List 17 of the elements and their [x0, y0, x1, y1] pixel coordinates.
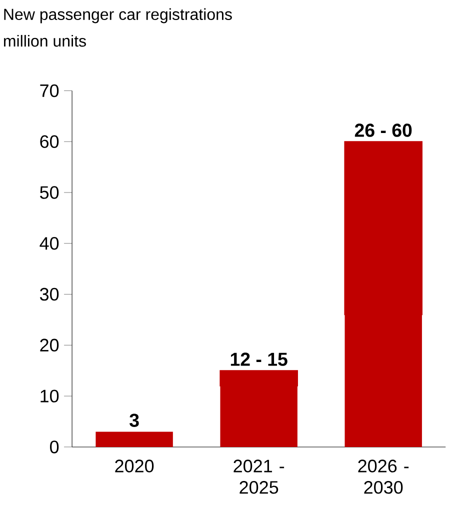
- y-tick-label: 10: [40, 390, 58, 402]
- bar: [96, 432, 173, 447]
- y-tick-label: 40: [40, 237, 58, 250]
- y-tick-label: 60: [40, 135, 58, 148]
- total-label: 3: [129, 414, 139, 427]
- total-label: 26 - 60: [354, 124, 412, 137]
- y-tick-label: 0: [50, 440, 58, 454]
- y-tick-label: 50: [40, 186, 58, 199]
- x-tick-label: 2021 - 2025: [234, 460, 284, 494]
- x-tick-label: 2020: [115, 460, 154, 472]
- y-tick-label: 70: [40, 84, 58, 98]
- y-tick-label: 20: [40, 338, 58, 352]
- chart-title: New passenger car registrations: [4, 8, 232, 24]
- x-tick-label: 2026 - 2030: [358, 460, 408, 494]
- total-label: 12 - 15: [230, 352, 288, 366]
- chart-subtitle: million units: [4, 34, 86, 47]
- y-tick-label: 30: [40, 288, 58, 301]
